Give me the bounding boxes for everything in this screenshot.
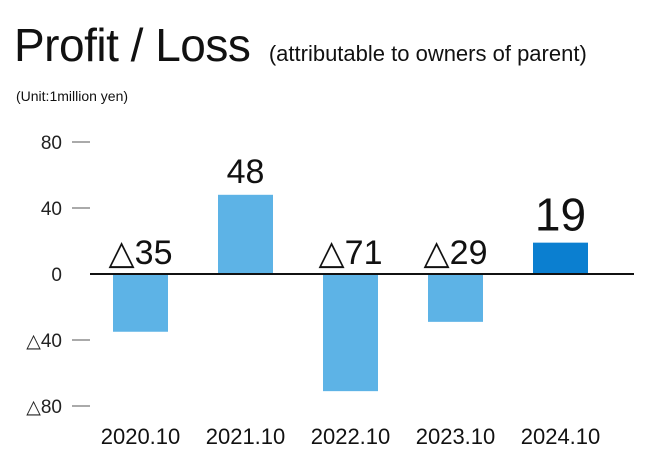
chart-title-row: Profit / Loss (attributable to owners of… [14,18,587,72]
bar-2023.10 [428,274,483,322]
bar-2020.10 [113,274,168,332]
bar-2022.10 [323,274,378,392]
bar-2024.10 [533,242,588,274]
bar-2021.10 [218,194,273,274]
value-label: △71 [319,234,383,272]
chart-title: Profit / Loss [14,19,251,71]
y-tick-label: 0 [51,265,62,286]
y-tick-label: 40 [41,199,62,220]
unit-label: (Unit:1million yen) [16,88,129,104]
x-category-label: 2023.10 [416,424,496,449]
chart-subtitle: (attributable to owners of parent) [268,41,587,66]
value-label: △29 [424,234,488,272]
x-category-label: 2024.10 [521,424,601,449]
y-tick-label: △80 [26,397,62,418]
value-label: 48 [227,153,265,191]
x-category-label: 2022.10 [311,424,391,449]
value-label: △35 [109,234,173,272]
x-category-label: 2021.10 [206,424,286,449]
y-tick-label: 80 [41,133,62,154]
y-tick-label: △40 [26,331,62,352]
value-label: 19 [535,189,586,241]
x-category-label: 2020.10 [101,424,181,449]
